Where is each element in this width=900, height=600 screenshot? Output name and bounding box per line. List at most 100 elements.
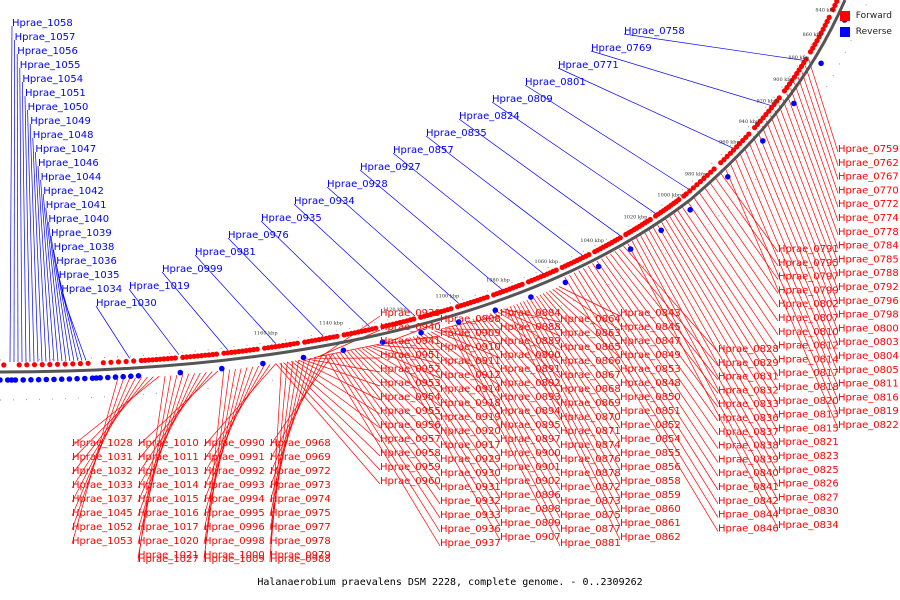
leader-line: [472, 319, 561, 449]
gene-label: Hprae_0835: [426, 128, 487, 139]
scale-tick-label: 920 kbp: [757, 98, 778, 104]
leader-line: [321, 315, 381, 357]
gene-label: Hprae_0968: [270, 438, 331, 449]
leader-line: [757, 131, 839, 332]
leader-line: [269, 358, 311, 503]
leader-line: [203, 365, 265, 475]
gene-label: Hprae_0837: [718, 427, 779, 438]
gene-label: Hprae_0846: [718, 523, 779, 534]
gene-label: Hprae_0841: [718, 482, 779, 493]
forward-gene: [803, 56, 809, 62]
leader-line: [317, 329, 381, 358]
reverse-gene: [455, 319, 462, 325]
forward-gene: [701, 175, 707, 181]
gene-label: Hprae_0849: [620, 350, 681, 361]
forward-gene: [711, 166, 717, 172]
leader-line: [269, 354, 333, 447]
gene-label: Hprae_1030: [96, 298, 157, 309]
leader-line: [729, 161, 839, 415]
gene-label: Hprae_1055: [20, 60, 81, 71]
reverse-gene: [135, 373, 142, 379]
gene-label: Hprae_0959: [380, 462, 441, 473]
forward-gene: [519, 281, 525, 287]
legend-forward-label: Forward: [855, 11, 892, 21]
leader-line: [137, 373, 190, 517]
gene-label: Hprae_1040: [48, 214, 109, 225]
leader-line: [71, 378, 130, 517]
gene-label: Hprae_0872: [560, 482, 621, 493]
leader-line: [269, 362, 282, 563]
leader-line: [476, 317, 561, 435]
leader-line: [48, 221, 67, 362]
gene-label: Hprae_0798: [838, 310, 899, 321]
gene-label: Hprae_0973: [270, 480, 331, 491]
leader-line: [462, 322, 561, 491]
leader-line: [770, 115, 839, 291]
leader-line: [412, 336, 501, 443]
gene-label: Hprae_0892: [500, 378, 561, 389]
gene-label: Hprae_0991: [204, 452, 265, 463]
leader-line: [766, 120, 839, 304]
forward-gene: [822, 22, 828, 28]
forward-gene: [687, 188, 693, 194]
leader-line: [45, 207, 63, 362]
leader-line: [294, 360, 381, 415]
gene-label: Hprae_0930: [440, 468, 501, 479]
leader-line: [536, 295, 621, 415]
leader-line: [203, 369, 230, 559]
leader-line: [669, 215, 779, 391]
leader-line: [380, 335, 441, 345]
forward-gene: [553, 267, 559, 273]
scale-tick-label: 1020 kbp: [624, 214, 648, 220]
leader-line: [9, 25, 13, 363]
gene-label: Hprae_1015: [138, 494, 199, 505]
scale-tick-label: 1160 kbp: [254, 331, 278, 337]
gene-label: Hprae_0888: [500, 322, 561, 333]
forward-gene: [826, 14, 832, 20]
leader-line: [376, 344, 441, 351]
gene-label: Hprae_0865: [560, 342, 621, 353]
leader-line: [513, 304, 621, 513]
leader-line: [40, 179, 55, 362]
leader-line: [558, 286, 621, 317]
gene-label: Hprae_0784: [838, 241, 899, 252]
reverse-gene: [51, 376, 57, 383]
gene-label: Hprae_0990: [204, 438, 265, 449]
reverse-gene: [760, 138, 766, 144]
leader-line: [786, 93, 839, 235]
leader-line: [29, 123, 39, 362]
scale-tick-label: 840 kbp: [815, 8, 836, 14]
forward-gene: [31, 362, 38, 368]
scale-tick-label: 1120 kbp: [383, 307, 407, 313]
gene-label: Hprae_0901: [500, 462, 561, 473]
leader-line: [743, 146, 839, 373]
leader-line: [519, 302, 621, 485]
gene-label: Hprae_0955: [380, 406, 441, 417]
gene-label: Hprae_0936: [440, 524, 501, 535]
gene-label: Hprae_0844: [718, 510, 779, 521]
reverse-gene: [687, 207, 693, 213]
forward-gene: [411, 316, 417, 322]
gene-label: Hprae_0854: [620, 434, 681, 445]
reverse-gene: [112, 374, 119, 380]
gene-label: Hprae_0796: [838, 296, 899, 307]
leader-line: [583, 268, 719, 477]
scale-tick-label: 1140 kbp: [319, 320, 343, 326]
gene-label: Hprae_1056: [17, 46, 78, 57]
gene-label: Hprae_0977: [270, 522, 331, 533]
gene-label: Hprae_1000: [204, 550, 265, 561]
gene-label: Hprae_1019: [129, 281, 190, 292]
leader-line: [409, 337, 501, 457]
gene-label: Hprae_0823: [778, 451, 839, 462]
leader-line: [648, 229, 779, 460]
leader-line: [203, 363, 277, 447]
leader-line: [137, 375, 166, 563]
forward-gene: [172, 355, 178, 361]
forward-gene: [484, 294, 490, 300]
gene-label: Hprae_0833: [718, 399, 779, 410]
leader-line: [524, 84, 691, 191]
scale-tick-label: 900 kbp: [773, 77, 794, 83]
leader-line: [279, 362, 381, 471]
forward-gene: [448, 306, 454, 312]
leader-line: [420, 334, 501, 415]
